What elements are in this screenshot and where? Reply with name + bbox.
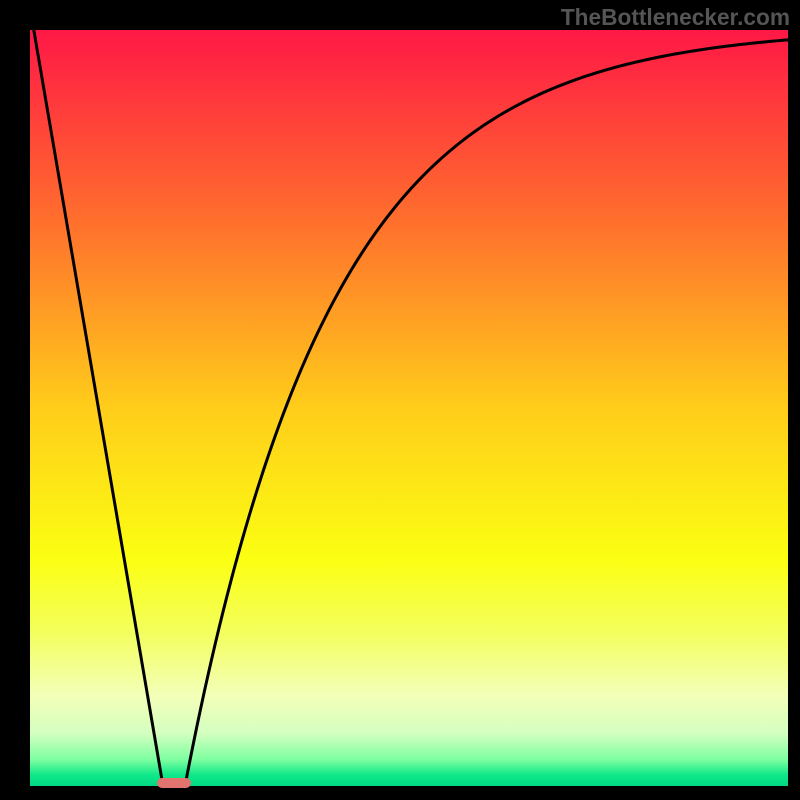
bottom-marker [157,778,192,788]
curves-layer [30,30,788,786]
plot-area [30,30,788,786]
curve-right [185,40,788,784]
curve-left [34,30,163,784]
watermark-text: TheBottlenecker.com [561,4,790,31]
chart-container: TheBottlenecker.com [0,0,800,800]
